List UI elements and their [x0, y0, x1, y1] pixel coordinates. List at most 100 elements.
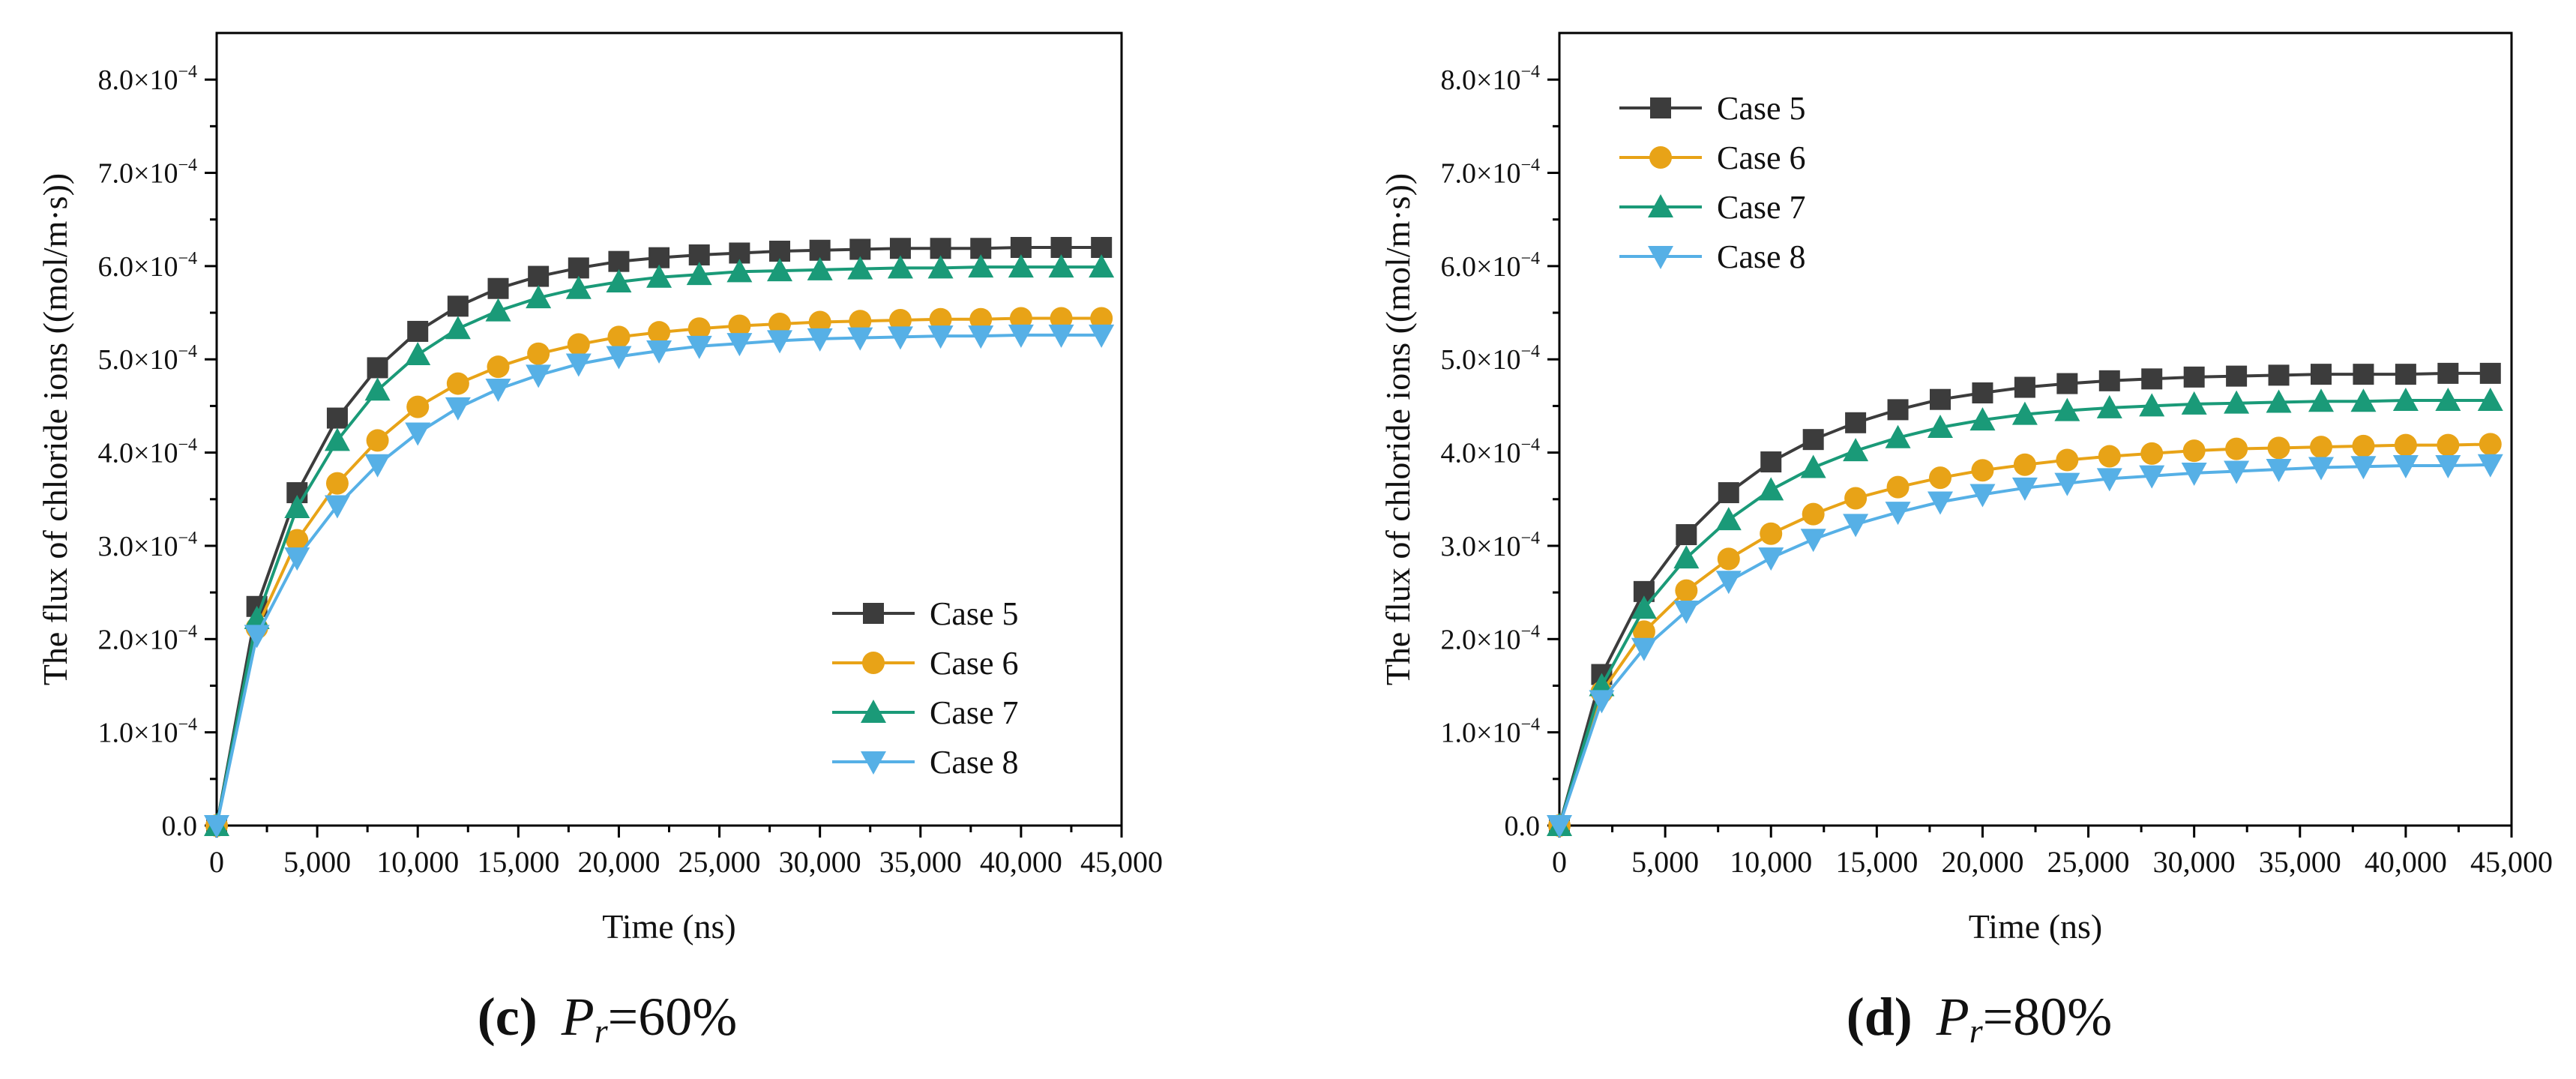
data-point — [284, 547, 310, 571]
data-point — [1547, 815, 1572, 838]
data-point — [2353, 364, 2374, 385]
data-point — [1885, 424, 1911, 448]
data-point — [1048, 324, 1074, 348]
data-point — [2395, 364, 2416, 385]
data-point — [204, 815, 229, 838]
data-point — [2266, 389, 2292, 413]
legend-label: Case 7 — [930, 694, 1019, 731]
data-point — [2437, 433, 2460, 457]
data-point — [606, 269, 632, 293]
data-point — [1760, 522, 1783, 545]
data-point — [407, 320, 429, 342]
data-point — [2226, 365, 2248, 387]
data-point — [366, 429, 389, 452]
data-point — [767, 258, 793, 282]
data-point — [887, 326, 913, 350]
data-point — [1887, 399, 1909, 421]
legend-label: Case 5 — [1717, 90, 1806, 127]
data-point — [1676, 524, 1697, 546]
data-point — [405, 342, 431, 366]
x-axis-title: Time (ns) — [1969, 907, 2103, 946]
series-line-case-8 — [1558, 463, 2491, 826]
data-point — [726, 259, 753, 283]
data-point — [2479, 433, 2502, 456]
data-point — [2054, 472, 2080, 496]
data-point — [2308, 457, 2334, 481]
data-point — [326, 407, 348, 429]
y-axis-title: The flux of chloride ions ((mol/m·s)) — [36, 173, 74, 685]
data-point — [887, 255, 913, 279]
data-point — [487, 277, 509, 299]
data-point — [2181, 462, 2207, 486]
x-tick-label: 40,000 — [2365, 845, 2447, 879]
data-point — [1631, 595, 1657, 619]
data-point — [2056, 373, 2078, 394]
legend-marker — [863, 603, 884, 624]
data-point — [244, 625, 270, 649]
data-point — [1802, 429, 1824, 451]
data-point — [2225, 437, 2248, 460]
data-point — [284, 494, 310, 518]
data-point — [767, 330, 793, 354]
y-tick-label: 3.0×10−4 — [98, 529, 197, 562]
x-tick-label: 45,000 — [2470, 845, 2553, 879]
data-point — [888, 309, 912, 332]
x-tick-label: 25,000 — [678, 845, 761, 879]
data-point — [406, 395, 430, 418]
data-point — [2479, 362, 2501, 384]
data-point — [485, 298, 511, 322]
data-point — [807, 328, 833, 352]
data-point — [1886, 475, 1910, 499]
y-tick-label: 7.0×10−4 — [98, 156, 197, 190]
data-point — [1008, 324, 1034, 348]
x-tick-label: 30,000 — [2153, 845, 2236, 879]
y-tick-label: 5.0×10−4 — [98, 342, 197, 376]
data-point — [1675, 579, 1698, 602]
data-point — [2141, 368, 2163, 390]
data-point — [2183, 366, 2205, 388]
data-point — [607, 325, 631, 349]
data-point — [2139, 393, 2165, 417]
data-point — [364, 454, 391, 478]
data-point — [2098, 370, 2120, 391]
data-point — [847, 256, 873, 280]
data-point — [1758, 547, 1784, 571]
data-point — [1632, 620, 1655, 643]
data-point — [2392, 387, 2419, 411]
data-point — [324, 495, 350, 519]
data-point — [1844, 487, 1868, 510]
y-tick-label: 5.0×10−4 — [1441, 342, 1540, 376]
data-point — [2435, 454, 2461, 478]
x-tick-label: 10,000 — [376, 845, 459, 879]
data-point — [1971, 459, 1994, 482]
data-point — [2014, 376, 2035, 398]
data-point — [2098, 445, 2121, 468]
data-point — [528, 265, 550, 287]
data-point — [768, 312, 792, 335]
data-point — [686, 335, 712, 359]
legend-marker — [1650, 97, 1671, 118]
y-tick-label: 1.0×10−4 — [98, 715, 197, 749]
data-point — [726, 333, 753, 357]
data-point — [446, 372, 469, 395]
x-tick-label: 5,000 — [283, 845, 351, 879]
data-point — [1800, 454, 1826, 478]
data-point — [2311, 364, 2332, 385]
data-point — [526, 364, 552, 388]
legend-label: Case 6 — [930, 645, 1019, 682]
data-point — [485, 379, 511, 403]
data-point — [606, 346, 632, 370]
data-point — [2013, 453, 2036, 476]
data-point — [445, 316, 471, 340]
data-point — [1929, 466, 1951, 490]
legend-marker — [861, 751, 886, 775]
data-point — [2350, 388, 2377, 412]
data-point — [847, 327, 873, 351]
data-point — [1050, 307, 1073, 330]
data-point — [927, 325, 954, 349]
x-tick-label: 35,000 — [879, 845, 962, 879]
data-point — [2056, 448, 2079, 472]
data-point — [2392, 454, 2419, 478]
legend-label: Case 7 — [1717, 189, 1806, 226]
data-point — [1843, 514, 1869, 538]
